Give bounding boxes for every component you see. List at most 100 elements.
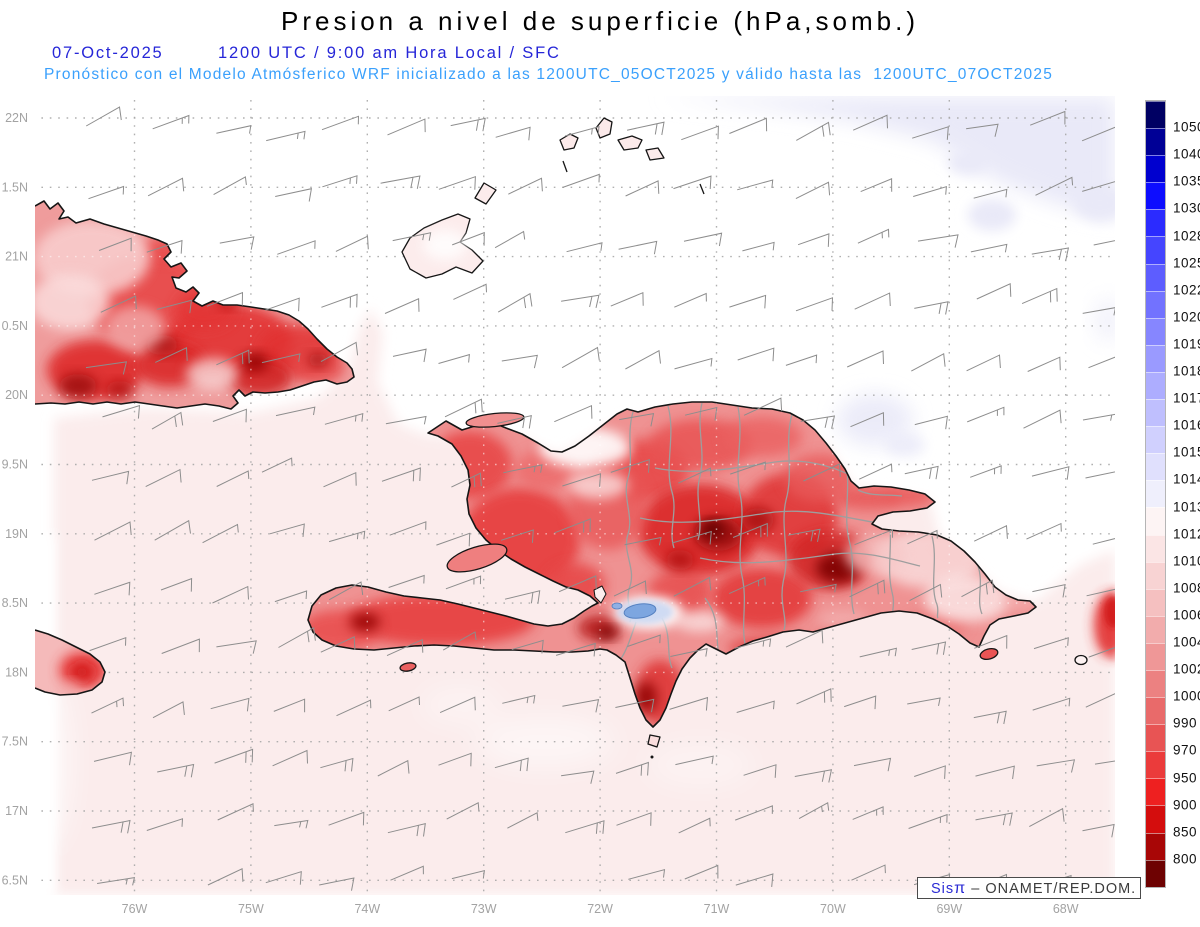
colorbar-label: 1040 — [1173, 146, 1200, 162]
pressure-colorbar — [1145, 100, 1166, 888]
wind-barb — [442, 631, 477, 651]
colorbar-segment — [1146, 209, 1165, 237]
wind-barb — [392, 348, 427, 363]
wind-barb — [797, 233, 830, 247]
wind-barb — [673, 576, 712, 597]
wind-barb — [444, 398, 483, 418]
wind-barb — [677, 467, 712, 484]
colorbar-segment — [1146, 642, 1165, 670]
wind-barb — [275, 406, 316, 417]
lon-label: 69W — [936, 902, 962, 916]
wind-barb — [319, 877, 355, 891]
wind-barb — [261, 457, 293, 473]
wind-barb — [155, 347, 188, 363]
colorbar-segment — [1146, 371, 1165, 400]
colorbar-segment — [1146, 507, 1165, 535]
wind-barb — [272, 749, 308, 767]
wind-barb — [1023, 409, 1062, 429]
lat-label: 19N — [5, 527, 28, 541]
wind-barb — [320, 757, 354, 772]
wind-barb — [1086, 588, 1115, 597]
wind-barb — [669, 696, 709, 711]
wind-barb — [450, 117, 486, 132]
wind-barb — [216, 640, 257, 654]
mona-island — [1074, 654, 1088, 666]
wind-barb — [210, 697, 250, 712]
wind-barb — [91, 697, 124, 714]
wind-barb — [1093, 240, 1115, 246]
wind-barb — [625, 180, 660, 197]
ocean-white-wisps — [35, 670, 755, 850]
wind-barb — [157, 763, 195, 778]
wind-barb — [324, 413, 364, 425]
lon-label: 72W — [587, 902, 613, 916]
wind-barb — [1094, 760, 1115, 765]
wind-barb — [800, 415, 836, 429]
wind-barb — [219, 236, 255, 250]
wind-barb — [216, 470, 250, 487]
wind-barb — [146, 818, 184, 831]
wind-barb — [439, 696, 476, 714]
wind-barb — [730, 461, 766, 475]
wind-barb — [206, 291, 244, 307]
wind-barb — [785, 629, 824, 648]
lon-label: 68W — [1053, 902, 1079, 916]
wind-barb — [974, 634, 1008, 649]
lat-label: 6.5N — [2, 873, 28, 887]
wind-barb — [671, 530, 712, 545]
colorbar-label: 1016 — [1173, 417, 1200, 433]
colorbar-segment — [1146, 561, 1165, 589]
wind-barb — [277, 240, 316, 255]
colorbar-label: 1035 — [1173, 173, 1200, 189]
colorbar-label: 1008 — [1173, 580, 1200, 596]
wind-barb — [85, 106, 122, 127]
wind-barb — [323, 471, 357, 488]
beata-island — [647, 734, 661, 748]
forecast-model-line: Pronóstico con el Modelo Atmósferico WRF… — [44, 66, 1054, 83]
wind-barb — [803, 463, 841, 482]
colorbar-label: 970 — [1173, 742, 1198, 758]
wind-barb — [907, 529, 938, 545]
colorbar-label: 1013 — [1173, 499, 1200, 515]
wind-barb — [217, 803, 254, 821]
map-title: Presion a nivel de superficie (hPa,somb.… — [280, 6, 919, 36]
tiny-cay-1 — [562, 160, 568, 173]
wind-barb — [674, 292, 707, 308]
wind-barb — [275, 188, 313, 202]
colorbar-segment — [1146, 832, 1165, 860]
wind-barb — [904, 465, 939, 480]
wind-barb — [261, 353, 301, 364]
colorbar-label: 1015 — [1173, 444, 1200, 460]
wind-barb — [684, 406, 718, 421]
lon-label: 71W — [704, 902, 730, 916]
wind-barb — [495, 126, 531, 141]
wind-barb — [274, 590, 308, 603]
wind-barb — [670, 648, 708, 657]
colorbar-segment — [1146, 859, 1165, 887]
wind-barb — [849, 579, 886, 598]
wind-barb — [796, 688, 832, 705]
wind-barb — [212, 585, 249, 604]
wind-barb — [673, 175, 712, 190]
wind-barb — [452, 231, 485, 246]
wind-barb — [1081, 126, 1115, 142]
lat-label: 7.5N — [2, 735, 28, 749]
lat-label: 0.5N — [2, 319, 28, 333]
wind-barb — [743, 397, 783, 416]
wind-barb — [1082, 413, 1115, 421]
wind-barb — [554, 404, 593, 423]
colorbar-label: 950 — [1173, 770, 1198, 786]
wind-barb — [207, 868, 244, 886]
wind-barb — [554, 518, 591, 534]
colorbar-segment — [1146, 101, 1165, 129]
wind-barb — [970, 465, 1002, 478]
lat-label: 17N — [5, 804, 28, 818]
wind-barb — [328, 530, 366, 543]
colorbar-segment — [1146, 453, 1165, 481]
wind-barb — [85, 361, 128, 375]
wind-barb — [98, 237, 132, 252]
wind-barb — [1082, 823, 1115, 838]
wind-barb — [1032, 583, 1066, 598]
wind-barb — [678, 817, 711, 834]
wind-barb — [734, 638, 772, 649]
